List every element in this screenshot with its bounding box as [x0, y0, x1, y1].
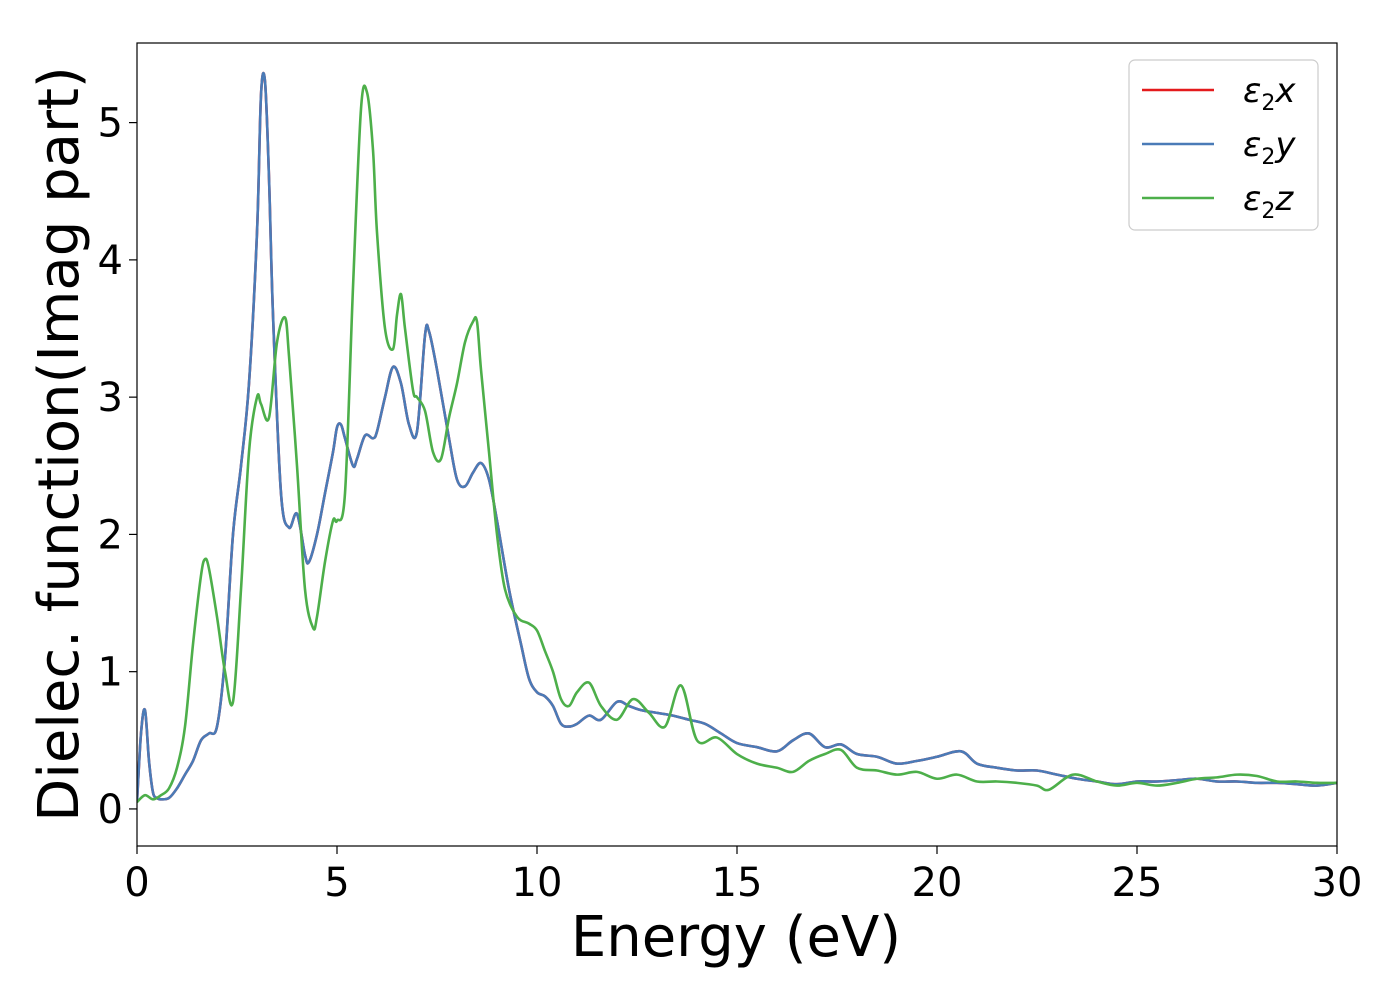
legend-subscript: 2 [1261, 91, 1275, 116]
x-tick-label: 0 [124, 860, 149, 906]
x-axis-ticks: 0 5 10 15 20 25 30 [124, 846, 1362, 906]
legend-label-y: ε2y [1243, 125, 1296, 170]
legend-axis: x [1274, 71, 1296, 111]
y-tick-label: 0 [98, 787, 123, 833]
y-tick-label: 5 [98, 101, 123, 147]
x-tick-label: 10 [512, 860, 563, 906]
x-tick-label: 30 [1312, 860, 1363, 906]
legend-subscript: 2 [1261, 199, 1275, 224]
legend-base: ε [1243, 71, 1261, 111]
legend-axis: z [1274, 179, 1294, 219]
x-tick-label: 15 [712, 860, 763, 906]
legend-axis: y [1274, 125, 1296, 165]
legend-box [1128, 59, 1319, 231]
series-line-y [137, 71, 1337, 803]
x-tick-label: 5 [324, 860, 349, 906]
legend-subscript: 2 [1261, 145, 1275, 170]
x-axis-title: Energy (eV) [571, 905, 901, 970]
legend-base: ε [1243, 125, 1261, 165]
y-axis-title: Dielec. function(Imag part) [27, 66, 92, 822]
y-axis-ticks: 0 1 2 3 4 5 [98, 101, 137, 833]
legend-label-z: ε2z [1243, 179, 1294, 224]
legend-base: ε [1243, 179, 1261, 219]
y-tick-label: 3 [98, 375, 123, 421]
y-tick-label: 1 [98, 650, 123, 696]
y-tick-label: 2 [98, 512, 123, 558]
series-line-z [137, 84, 1337, 804]
x-tick-label: 20 [912, 860, 963, 906]
y-tick-label: 4 [98, 238, 123, 284]
legend-label-x: ε2x [1243, 71, 1296, 116]
x-tick-label: 25 [1112, 860, 1163, 906]
